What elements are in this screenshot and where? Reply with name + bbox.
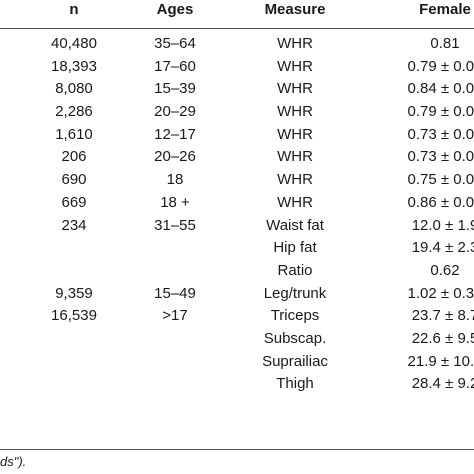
cell-measure: Hip fat (273, 239, 317, 257)
cell-n: 234 (61, 216, 87, 234)
cell-measure: Thigh (276, 375, 314, 393)
data-table: n Ages Measure Female 40,480 35–64 WHR 0.81… (0, 0, 474, 396)
cell-female: 0.79 ± 0.06 (407, 103, 474, 121)
cell-measure: WHR (277, 80, 313, 98)
cell-measure: WHR (277, 125, 313, 143)
cell-ages: 12–17 (154, 125, 196, 143)
cell-n: 690 (61, 171, 87, 189)
cell-ages: 20–29 (154, 103, 196, 121)
cell-female: 21.9 ± 10.3 (407, 352, 474, 370)
cell-n: 18,393 (51, 57, 97, 75)
cell-measure: WHR (277, 35, 313, 52)
table-row: 2,286 20–29 WHR 0.79 ± 0.06 (0, 101, 474, 124)
cell-measure: WHR (277, 148, 313, 166)
cell-n: 206 (61, 148, 87, 166)
cell-ages: 15–49 (154, 284, 196, 302)
cell-ages (130, 237, 220, 260)
table-header-row: n Ages Measure Female (0, 0, 474, 29)
header-n: n (69, 1, 79, 18)
table-row: 669 18 + WHR 0.86 ± 0.08 (0, 192, 474, 215)
cell-female: 0.73 ± 0.08 (407, 148, 474, 166)
cell-n (28, 351, 120, 374)
cell-ages: 15–39 (154, 80, 196, 98)
cell-ages (130, 373, 220, 396)
cell-n: 669 (61, 193, 87, 211)
cell-ages: 20–26 (154, 148, 196, 166)
cell-ages (130, 351, 220, 374)
cell-measure: Leg/trunk (263, 284, 327, 302)
cell-ages: 18 (166, 171, 184, 189)
table-row: 16,539 >17 Triceps 23.7 ± 8.7 (0, 305, 474, 328)
header-female: Female (419, 1, 471, 18)
cell-female: 0.62 (430, 261, 460, 279)
cell-measure: Suprailiac (262, 352, 328, 370)
table-footnote: ds"). (0, 454, 27, 469)
table-body: 40,480 35–64 WHR 0.81 18,393 17–60 WHR 0.79 ± 0… (0, 29, 474, 396)
cell-ages (130, 328, 220, 351)
cell-female: 0.86 ± 0.08 (407, 193, 474, 211)
cell-ages: 31–55 (154, 216, 196, 234)
cell-ages: 35–64 (154, 35, 196, 52)
cell-measure: Waist fat (266, 216, 324, 234)
cell-n (28, 237, 120, 260)
table-row: 9,359 15–49 Leg/trunk 1.02 ± 0.31 (0, 283, 474, 306)
table-row: 1,610 12–17 WHR 0.73 ± 0.06 (0, 124, 474, 147)
cell-female: 0.84 ± 0.07 (407, 80, 474, 98)
table-row: Subscap. 22.6 ± 9.5 (0, 328, 474, 351)
table-row: 234 31–55 Waist fat 12.0 ± 1.9 (0, 215, 474, 238)
cell-measure: Triceps (270, 307, 320, 325)
cell-female: 19.4 ± 2.3 (411, 239, 474, 257)
cell-female: 0.79 ± 0.07 (407, 57, 474, 75)
cell-female: 22.6 ± 9.5 (411, 329, 474, 347)
table-row: 690 18 WHR 0.75 ± 0.07 (0, 169, 474, 192)
cell-measure: WHR (277, 171, 313, 189)
cell-female: 0.81 (430, 35, 460, 52)
cell-female: 12.0 ± 1.9 (411, 216, 474, 234)
table-row: Ratio 0.62 (0, 260, 474, 283)
cell-n: 16,539 (51, 307, 97, 325)
cell-n: 40,480 (51, 35, 97, 52)
cell-ages: >17 (162, 307, 188, 325)
header-measure: Measure (264, 1, 326, 18)
cell-n: 8,080 (55, 80, 93, 98)
table-row: 18,393 17–60 WHR 0.79 ± 0.07 (0, 56, 474, 79)
cell-n (28, 328, 120, 351)
cell-measure: WHR (277, 193, 313, 211)
table-row: 40,480 35–64 WHR 0.81 (0, 33, 474, 56)
cell-female: 0.75 ± 0.07 (407, 171, 474, 189)
cell-n: 2,286 (55, 103, 93, 121)
table-row: 8,080 15–39 WHR 0.84 ± 0.07 (0, 78, 474, 101)
cell-ages: 18 + (160, 193, 190, 211)
cell-n (28, 260, 120, 283)
table-row: Suprailiac 21.9 ± 10.3 (0, 351, 474, 374)
cell-ages (130, 260, 220, 283)
table-row: 206 20–26 WHR 0.73 ± 0.08 (0, 146, 474, 169)
table-row: Hip fat 19.4 ± 2.3 (0, 237, 474, 260)
cell-ages: 17–60 (154, 57, 196, 75)
cell-n: 1,610 (55, 125, 93, 143)
cell-n (28, 373, 120, 396)
cell-female: 23.7 ± 8.7 (411, 307, 474, 325)
cell-measure: Subscap. (263, 329, 327, 347)
table-bottom-rule (0, 449, 474, 450)
cell-measure: WHR (277, 103, 313, 121)
cell-female: 1.02 ± 0.31 (407, 284, 474, 302)
cell-measure: WHR (277, 57, 313, 75)
cell-measure: Ratio (277, 261, 313, 279)
table-row: Thigh 28.4 ± 9.2 (0, 373, 474, 396)
cell-female: 28.4 ± 9.2 (411, 375, 474, 393)
cell-female: 0.73 ± 0.06 (407, 125, 474, 143)
header-ages: Ages (156, 1, 194, 18)
cell-n: 9,359 (55, 284, 93, 302)
